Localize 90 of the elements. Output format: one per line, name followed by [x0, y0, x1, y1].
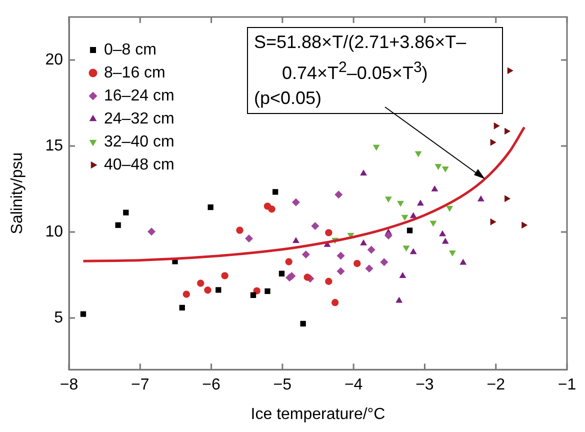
- point: [123, 210, 129, 216]
- point: [302, 250, 310, 259]
- point: [268, 206, 276, 213]
- point: [504, 128, 511, 135]
- point: [182, 290, 190, 298]
- point: [325, 278, 332, 285]
- point: [380, 258, 388, 266]
- point: [216, 287, 222, 293]
- point: [504, 195, 511, 202]
- legend-label: 32–40 cm: [104, 133, 174, 150]
- x-tick-label: −4: [344, 376, 363, 394]
- point: [272, 189, 278, 195]
- point: [250, 292, 256, 298]
- point: [244, 234, 253, 243]
- point: [431, 185, 438, 192]
- point: [208, 204, 214, 210]
- point: [80, 311, 86, 317]
- point: [406, 228, 413, 234]
- point: [334, 190, 343, 199]
- point: [360, 170, 367, 176]
- point: [494, 122, 500, 130]
- point: [401, 214, 408, 221]
- point: [430, 220, 437, 227]
- x-tick-label: −3: [416, 376, 434, 394]
- point: [372, 144, 380, 151]
- point: [325, 229, 332, 236]
- point: [179, 304, 185, 311]
- x-axis-title: Ice temperature/°C: [250, 406, 386, 423]
- point: [292, 198, 300, 206]
- point: [148, 228, 156, 236]
- point: [278, 270, 285, 276]
- point: [304, 274, 311, 281]
- point: [477, 195, 484, 202]
- point: [399, 272, 406, 278]
- y-tick-label: 5: [54, 309, 64, 326]
- x-tick-label: −6: [202, 376, 221, 394]
- point: [221, 272, 228, 280]
- y-tick-label: 15: [45, 137, 64, 154]
- point: [448, 250, 456, 256]
- y-tick-label: 10: [45, 223, 64, 240]
- point: [416, 200, 424, 206]
- point: [442, 238, 449, 244]
- x-tick-label: −2: [486, 376, 506, 394]
- point: [396, 296, 403, 303]
- x-tick-label: −8: [60, 376, 78, 394]
- legend-label: 24–32 cm: [104, 110, 174, 128]
- point: [397, 200, 404, 207]
- x-tick-label: −7: [131, 376, 150, 394]
- point: [365, 264, 374, 272]
- point: [331, 298, 339, 306]
- annotation: (p<0.05): [254, 87, 323, 110]
- point: [384, 196, 392, 203]
- legend-label: 40–48 cm: [104, 156, 174, 174]
- point: [490, 138, 496, 146]
- point: [522, 222, 528, 229]
- line-series: [82, 126, 526, 262]
- point: [434, 164, 442, 170]
- point: [311, 222, 320, 230]
- point: [300, 320, 306, 327]
- point: [507, 67, 514, 74]
- point: [410, 248, 417, 254]
- point: [360, 239, 367, 246]
- point: [402, 246, 410, 252]
- point: [285, 258, 292, 266]
- point: [439, 230, 446, 236]
- point: [236, 226, 244, 234]
- legend-label: 0–8 cm: [104, 41, 156, 58]
- point: [414, 151, 422, 158]
- legend-label: 8–16 cm: [104, 64, 166, 82]
- point: [204, 286, 212, 294]
- point: [115, 222, 121, 228]
- point: [490, 218, 496, 226]
- point: [442, 166, 449, 173]
- legend-label: 16–24 cm: [104, 87, 174, 104]
- y-tick-label: 20: [45, 51, 64, 68]
- annotation: S=51.88×T/(2.71+3.86×T–0.74×T$^{2}$–0.05×T$^{3}$): [254, 31, 468, 85]
- point: [336, 252, 345, 260]
- point: [460, 258, 467, 265]
- point: [384, 231, 392, 240]
- x-tick-label: −5: [273, 376, 292, 394]
- point: [197, 280, 204, 287]
- x-tick-label: −1: [558, 376, 576, 394]
- y-axis-title: Salinity/psu: [9, 152, 26, 234]
- point: [446, 206, 454, 212]
- point: [336, 267, 345, 276]
- point: [264, 288, 270, 294]
- point: [354, 260, 361, 268]
- point: [253, 287, 260, 294]
- point: [367, 246, 376, 254]
- point: [292, 236, 300, 243]
